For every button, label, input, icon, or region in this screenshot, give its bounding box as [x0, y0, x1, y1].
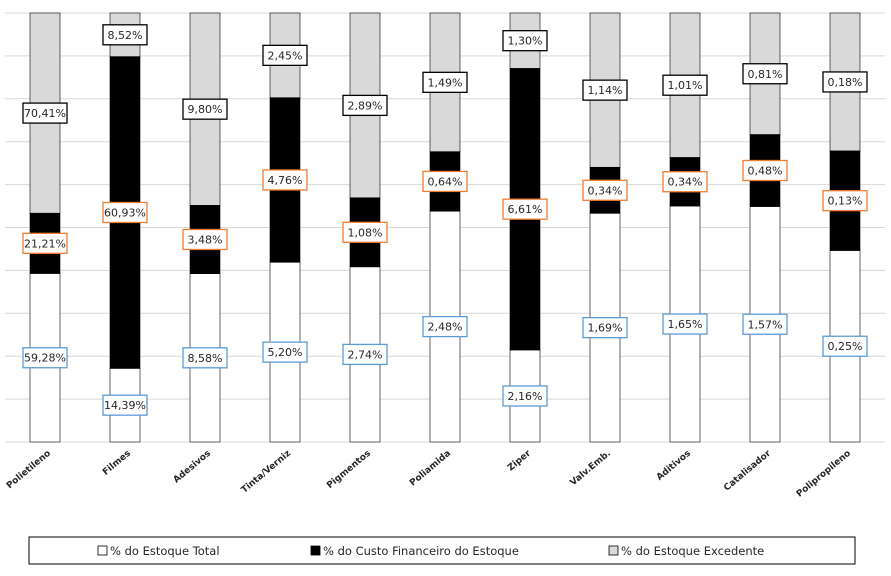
data-label: 6,61% — [508, 203, 543, 216]
data-label-box — [102, 201, 148, 224]
data-label-box — [262, 341, 308, 363]
data-label-box — [662, 171, 708, 193]
data-label: 2,45% — [268, 49, 303, 62]
category-label: Poliamida — [408, 449, 453, 489]
data-label-box — [742, 159, 788, 182]
category-label: Filmes — [101, 449, 133, 478]
data-label: 5,20% — [268, 346, 303, 359]
data-label: 9,80% — [188, 103, 223, 116]
data-label-box — [262, 44, 308, 66]
data-label: 1,08% — [348, 226, 383, 239]
data-label: 8,58% — [188, 352, 223, 365]
data-label-box — [582, 179, 628, 201]
category-label: Aditivos — [655, 449, 693, 483]
category-label: Adesivos — [172, 449, 213, 486]
data-label-box — [822, 335, 868, 357]
data-label: 60,93% — [104, 206, 146, 219]
data-label-box — [342, 94, 388, 117]
data-label-box — [182, 228, 228, 251]
data-label-box — [22, 232, 68, 254]
legend-entry: % do Custo Financeiro do Estoque — [323, 544, 519, 558]
legend-entry: % do Estoque Total — [110, 544, 220, 558]
category-label: Valv.Emb. — [569, 449, 613, 489]
data-label: 1,49% — [428, 76, 463, 89]
data-label-box — [422, 71, 468, 93]
data-label-box — [422, 315, 468, 338]
data-label-box — [742, 63, 788, 85]
category-label: Ziper — [506, 448, 533, 473]
data-label-box — [102, 24, 148, 46]
data-label: 14,39% — [104, 399, 146, 412]
data-label-box — [182, 347, 228, 369]
data-label: 1,30% — [508, 35, 543, 48]
data-label: 21,21% — [24, 237, 66, 250]
data-label: 3,48% — [188, 233, 223, 246]
data-label-box — [342, 221, 388, 243]
category-label: Tinta/Verniz — [240, 449, 293, 496]
data-label-box — [422, 170, 468, 193]
data-label: 2,74% — [348, 348, 383, 361]
data-label: 0,18% — [828, 76, 863, 89]
data-label-box — [822, 71, 868, 93]
data-label: 8,52% — [108, 29, 143, 42]
data-label-box — [582, 316, 628, 339]
legend-entry: % do Estoque Excedente — [621, 544, 764, 558]
category-label: Catalisador — [722, 448, 773, 493]
data-label-box — [342, 343, 388, 366]
legend-swatch — [97, 545, 108, 556]
data-label: 0,13% — [828, 195, 863, 208]
category-label: Polipropileno — [795, 449, 853, 500]
data-label: 0,34% — [668, 176, 703, 189]
data-label: 0,48% — [748, 165, 783, 178]
data-label: 2,89% — [348, 99, 383, 112]
data-label-box — [502, 385, 548, 407]
category-label: Pigmentos — [325, 449, 373, 491]
data-label: 0,64% — [428, 175, 463, 188]
legend: % do Estoque Total % do Custo Financeiro … — [28, 536, 856, 565]
data-label: 2,16% — [508, 390, 543, 403]
data-label-box — [262, 169, 308, 191]
data-label: 0,81% — [748, 68, 783, 81]
legend-box — [28, 536, 856, 565]
data-label-box — [822, 190, 868, 212]
data-label-box — [22, 102, 68, 124]
data-label: 0,25% — [828, 340, 863, 353]
data-label-box — [22, 347, 68, 369]
data-label: 1,57% — [748, 318, 783, 331]
data-label-box — [742, 313, 788, 335]
category-label: Polietileno — [5, 449, 53, 492]
data-label-box — [502, 30, 548, 52]
data-label: 59,28% — [24, 352, 66, 365]
legend-swatch — [608, 545, 619, 556]
data-label: 1,69% — [588, 322, 623, 335]
data-label-box — [662, 313, 708, 335]
data-label-box — [582, 79, 628, 101]
data-label: 1,65% — [668, 318, 703, 331]
data-labels: 59,28% 21,21% 70,41% 14,39% 60,93% 8,52% 8,58%… — [22, 24, 868, 416]
data-label-box — [502, 198, 548, 220]
category-labels: Polietileno Filmes Adesivos Tinta/Verniz Pig… — [5, 448, 853, 499]
legend-swatch — [310, 545, 321, 556]
data-label: 2,48% — [428, 321, 463, 334]
data-label: 4,76% — [268, 174, 303, 187]
data-label: 0,34% — [588, 184, 623, 197]
data-label: 70,41% — [24, 107, 66, 120]
data-label: 1,01% — [668, 79, 703, 92]
data-label-box — [102, 394, 148, 416]
data-label: 1,14% — [588, 84, 623, 97]
data-label-box — [182, 98, 228, 120]
data-label-box — [662, 74, 708, 96]
